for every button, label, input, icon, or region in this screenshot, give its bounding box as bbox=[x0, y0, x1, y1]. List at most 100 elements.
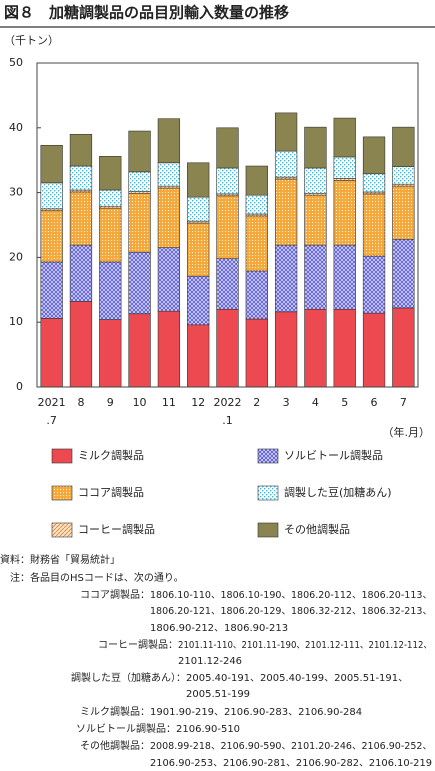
bar-segment bbox=[274, 311, 298, 388]
code-line: 2101.12-246 bbox=[178, 656, 242, 667]
bar-segment bbox=[245, 318, 268, 388]
bar-segment bbox=[392, 185, 415, 240]
code-line: 2101.11-110、2101.11-190、2101.12-111、2101… bbox=[178, 640, 432, 651]
code-line: 1806.90-212、1806.90-213 bbox=[150, 623, 288, 634]
code-line: 2005.51-199 bbox=[186, 689, 250, 700]
bar-segment bbox=[157, 162, 181, 187]
bar-segment bbox=[187, 196, 210, 222]
bar-segment bbox=[333, 308, 356, 388]
bar-segment bbox=[69, 301, 93, 388]
y-tick-label: 50 bbox=[9, 56, 23, 69]
legend-swatch bbox=[51, 448, 73, 464]
x-tick-label: 5 bbox=[341, 396, 348, 409]
x-axis-label: （年.月） bbox=[383, 425, 431, 439]
bar-segment bbox=[69, 191, 93, 246]
code-label: ソルビトール調製品： bbox=[76, 722, 176, 735]
bar-segment bbox=[69, 244, 93, 302]
bar-segment bbox=[333, 179, 356, 246]
bar-segment bbox=[40, 144, 63, 184]
code-line: 1806.10-110、1806.10-190、1806.20-112、1806… bbox=[150, 590, 432, 601]
legend-label: 調製した豆(加糖あん) bbox=[284, 485, 392, 499]
y-tick-label: 20 bbox=[9, 250, 23, 263]
bar-segment bbox=[362, 255, 386, 314]
bar-segment bbox=[69, 165, 93, 191]
legend-label: ソルビトール調製品 bbox=[284, 448, 383, 462]
bar-segment bbox=[333, 156, 356, 179]
legend-label: ミルク調製品 bbox=[78, 448, 144, 462]
note: 注：各品目のHSコードは、次の通り。 bbox=[10, 571, 184, 584]
bar-segment bbox=[216, 127, 239, 169]
bar-segment bbox=[245, 270, 268, 320]
bar-segment bbox=[274, 178, 298, 246]
bar-segment bbox=[304, 126, 327, 169]
bar-segment bbox=[40, 261, 63, 319]
bar-segment bbox=[392, 238, 415, 309]
bar-segment bbox=[333, 117, 356, 158]
legend-swatch bbox=[257, 522, 279, 538]
x-tick-label: 11 bbox=[162, 396, 176, 409]
bar-segment bbox=[216, 195, 239, 259]
bar-segment bbox=[40, 182, 63, 210]
bar-segment bbox=[304, 308, 327, 388]
bar-segment bbox=[216, 258, 239, 310]
bar-segment bbox=[157, 118, 181, 164]
bar-segment bbox=[362, 136, 386, 175]
bar-segment bbox=[245, 194, 268, 215]
bar-segment bbox=[99, 189, 122, 207]
legend-swatch bbox=[51, 485, 73, 501]
x-tick-label: 8 bbox=[77, 396, 84, 409]
x-tick-label: 2 bbox=[253, 396, 260, 409]
source: 資料：財務省「貿易統計」 bbox=[0, 553, 120, 566]
bar-segment bbox=[392, 307, 415, 388]
x-tick-label: 3 bbox=[283, 396, 290, 409]
legend-swatch bbox=[51, 522, 73, 538]
bar-segment bbox=[216, 308, 239, 388]
code-line: 1806.20-121、1806.20-129、1806.32-212、1806… bbox=[150, 606, 432, 617]
legend-label: その他調製品 bbox=[284, 522, 350, 536]
bar-segment bbox=[69, 133, 93, 167]
x-tick-label: 4 bbox=[312, 396, 319, 409]
bar-segment bbox=[187, 275, 210, 326]
bar-segment bbox=[187, 222, 210, 277]
chart-title: 図８ 加糖調製品の品目別輸入数量の推移 bbox=[4, 4, 289, 22]
x-tick-label: 2021.7 bbox=[38, 396, 66, 427]
bar-segment bbox=[187, 162, 210, 198]
bar-segment bbox=[245, 215, 268, 272]
code-label: 調製した豆（加糖あん）： bbox=[71, 671, 186, 684]
bar-segment bbox=[304, 194, 327, 246]
code-line: 2106.90-253、2106.90-281、2106.90-282、2106… bbox=[150, 758, 432, 769]
y-tick-label: 0 bbox=[16, 380, 23, 393]
plot-frame bbox=[36, 62, 419, 388]
x-tick-label: 12 bbox=[191, 396, 205, 409]
code-label: ココア調製品： bbox=[80, 588, 150, 601]
bar-segment bbox=[216, 167, 239, 195]
bar-segment bbox=[157, 310, 181, 388]
bar-segment bbox=[274, 112, 298, 152]
bar-segment bbox=[333, 244, 356, 310]
bar-segment bbox=[362, 173, 386, 193]
bar-segment bbox=[157, 247, 181, 312]
bar-segment bbox=[40, 210, 63, 263]
code-line: 2005.40-191、2005.40-199、2005.51-191、 bbox=[186, 673, 408, 684]
x-tick-label: 6 bbox=[371, 396, 378, 409]
y-axis-label: （千トン） bbox=[4, 34, 59, 47]
bar-segment bbox=[99, 261, 122, 320]
y-tick-label: 10 bbox=[9, 315, 23, 328]
x-tick-label: 7 bbox=[400, 396, 407, 409]
bar-segment bbox=[304, 244, 327, 310]
bar-segment bbox=[245, 165, 268, 196]
code-label: その他調製品： bbox=[80, 739, 150, 752]
legend-label: ココア調製品 bbox=[78, 485, 144, 499]
x-tick-label: 10 bbox=[133, 396, 147, 409]
legend-swatch bbox=[257, 448, 279, 464]
bar-segment bbox=[128, 130, 151, 173]
bar-segment bbox=[128, 251, 151, 315]
bar-segment bbox=[128, 171, 151, 192]
bar-segment bbox=[99, 156, 122, 191]
bar-segment bbox=[392, 126, 415, 167]
bar-segment bbox=[128, 192, 151, 253]
bar-segment bbox=[99, 319, 122, 388]
bar-segment bbox=[392, 166, 415, 185]
x-tick-label: 2022.1 bbox=[214, 396, 242, 427]
